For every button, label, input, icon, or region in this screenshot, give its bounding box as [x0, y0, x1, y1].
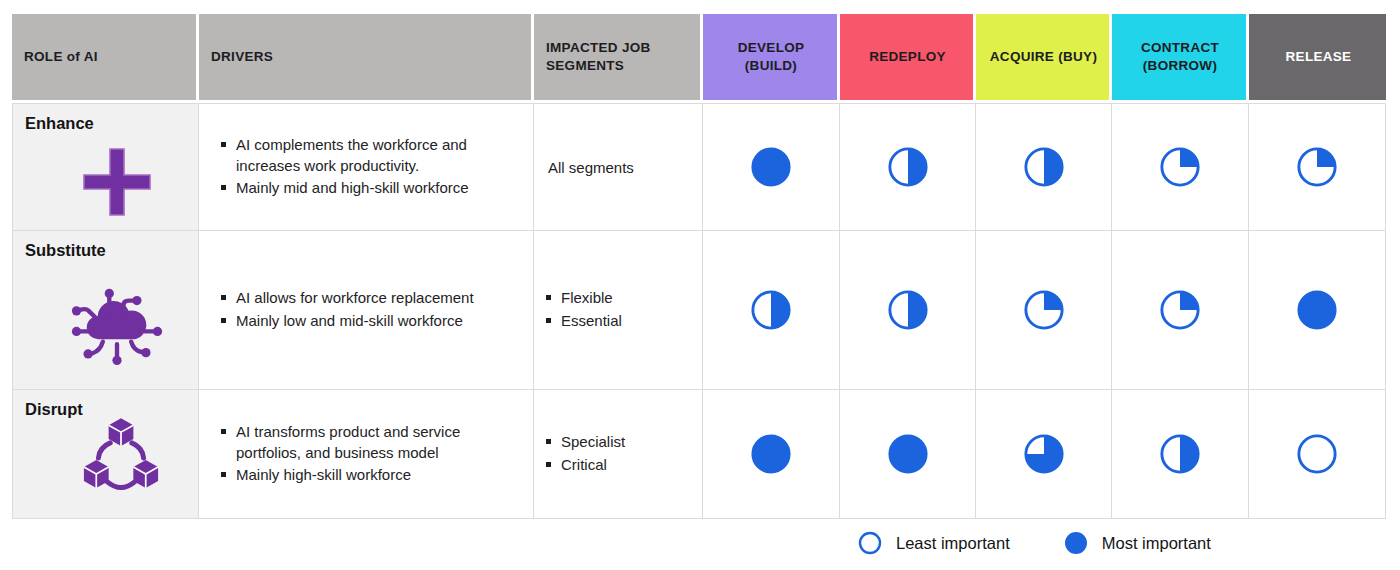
table-row-enhance: Enhance AI complements the workforce and…: [12, 103, 1386, 231]
driver-item: AI transforms product and service portfo…: [221, 422, 515, 463]
role-cell-enhance: Enhance: [12, 103, 199, 231]
header-release: RELEASE: [1249, 14, 1386, 103]
legend-least-important: Least important: [858, 531, 1010, 555]
importance-indicator-disrupt-acquire: [976, 390, 1112, 519]
segments-cell-enhance: All segments: [534, 103, 703, 231]
legend-most-label: Most important: [1102, 534, 1211, 553]
importance-indicator-substitute-contract: [1112, 231, 1249, 390]
ai-workforce-matrix: ROLE of AI DRIVERS IMPACTED JOB SEGMENTS…: [0, 0, 1400, 570]
importance-indicator-disrupt-redeploy: [840, 390, 976, 519]
importance-indicator-enhance-acquire: [976, 103, 1112, 231]
importance-indicator-enhance-release: [1249, 103, 1386, 231]
role-cell-disrupt: Disrupt: [12, 390, 199, 519]
header-role-of-ai: ROLE of AI: [12, 14, 199, 103]
segment-item: Specialist: [546, 432, 694, 453]
importance-indicator-enhance-contract: [1112, 103, 1249, 231]
importance-indicator-enhance-redeploy: [840, 103, 976, 231]
legend-most-important: Most important: [1064, 531, 1211, 555]
driver-item: Mainly high-skill workforce: [221, 465, 515, 486]
driver-item: AI complements the workforce and increas…: [221, 135, 515, 176]
segment-item: Flexible: [546, 288, 694, 309]
header-contract-borrow: CONTRACT (BORROW): [1112, 14, 1249, 103]
table-row-disrupt: Disrupt: [12, 390, 1386, 519]
plus-icon: [13, 133, 198, 230]
header-impacted-job-segments: IMPACTED JOB SEGMENTS: [534, 14, 703, 103]
table-row-substitute: Substitute: [12, 231, 1386, 390]
segment-item: Essential: [546, 311, 694, 332]
driver-item: AI allows for workforce replacement: [221, 288, 515, 309]
drivers-cell-substitute: AI allows for workforce replacement Main…: [199, 231, 534, 390]
drivers-cell-enhance: AI complements the workforce and increas…: [199, 103, 534, 231]
segments-cell-disrupt: Specialist Critical: [534, 390, 703, 519]
importance-indicator-disrupt-develop: [703, 390, 840, 519]
importance-indicator-substitute-redeploy: [840, 231, 976, 390]
header-redeploy: REDEPLOY: [840, 14, 976, 103]
segment-item: Critical: [546, 455, 694, 476]
importance-indicator-substitute-acquire: [976, 231, 1112, 390]
importance-indicator-substitute-develop: [703, 231, 840, 390]
importance-indicator-substitute-release: [1249, 231, 1386, 390]
driver-item: Mainly low and mid-skill workforce: [221, 311, 515, 332]
most-important-icon: [1064, 531, 1088, 555]
importance-indicator-disrupt-contract: [1112, 390, 1249, 519]
least-important-icon: [858, 531, 882, 555]
header-drivers: DRIVERS: [199, 14, 534, 103]
header-develop-build: DEVELOP (BUILD): [703, 14, 840, 103]
importance-indicator-enhance-develop: [703, 103, 840, 231]
importance-indicator-disrupt-release: [1249, 390, 1386, 519]
cubes-icon: [13, 413, 198, 518]
segment-item: All segments: [546, 159, 694, 176]
role-title-substitute: Substitute: [13, 231, 198, 260]
header-row: ROLE of AI DRIVERS IMPACTED JOB SEGMENTS…: [12, 14, 1386, 103]
matrix-table: ROLE of AI DRIVERS IMPACTED JOB SEGMENTS…: [12, 14, 1386, 519]
cloud-network-icon: [13, 260, 198, 389]
header-acquire-buy: ACQUIRE (BUY): [976, 14, 1112, 103]
legend: Least important Most important: [858, 531, 1211, 555]
role-title-enhance: Enhance: [13, 104, 198, 133]
legend-least-label: Least important: [896, 534, 1010, 553]
role-cell-substitute: Substitute: [12, 231, 199, 390]
driver-item: Mainly mid and high-skill workforce: [221, 178, 515, 199]
drivers-cell-disrupt: AI transforms product and service portfo…: [199, 390, 534, 519]
segments-cell-substitute: Flexible Essential: [534, 231, 703, 390]
